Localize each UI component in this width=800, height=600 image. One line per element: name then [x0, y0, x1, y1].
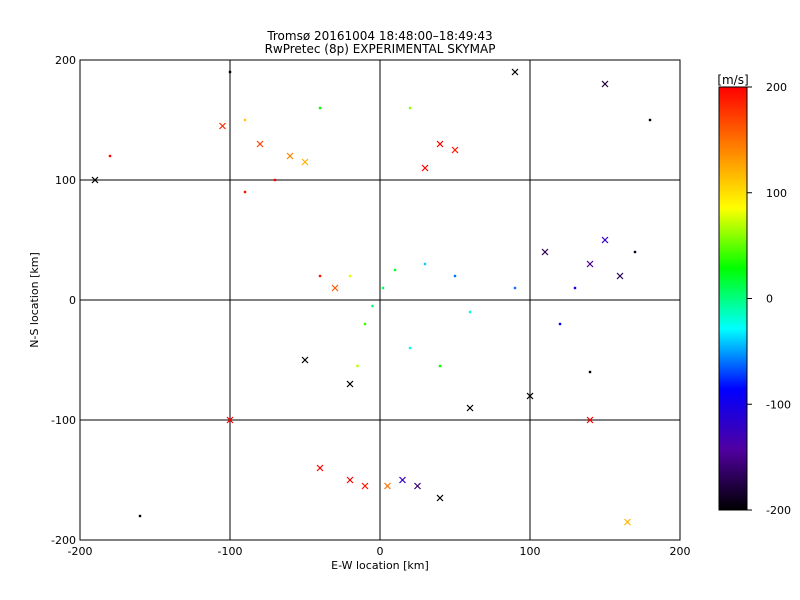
- data-point-x-marker: [541, 248, 549, 256]
- data-point-dot-marker: [243, 118, 247, 122]
- data-point-x-marker: [301, 158, 309, 166]
- data-point-x-marker: [601, 80, 609, 88]
- data-point-x-marker: [361, 482, 369, 490]
- data-point-x-marker: [601, 236, 609, 244]
- data-point-dot-marker: [243, 190, 247, 194]
- data-point-x-marker: [316, 464, 324, 472]
- data-point-dot-marker: [273, 178, 277, 182]
- data-point-x-marker: [624, 518, 631, 526]
- x-tick-label: -100: [218, 545, 243, 558]
- y-tick-label: 200: [55, 54, 76, 67]
- data-point-x-marker: [331, 284, 339, 292]
- colorbar-tick-label: -200: [766, 504, 791, 517]
- chart-title: Tromsø 20161004 18:48:00–18:49:43: [266, 29, 492, 43]
- data-point-dot-marker: [573, 286, 577, 290]
- plot-frame: [79, 59, 681, 541]
- data-point-dot-marker: [138, 514, 142, 518]
- data-point-x-marker: [384, 482, 391, 490]
- data-point-x-marker: [346, 476, 354, 484]
- data-point-dot-marker: [558, 322, 562, 326]
- data-point-x-marker: [286, 152, 294, 160]
- data-point-dot-marker: [468, 310, 472, 314]
- colorbar-tick-label: 200: [766, 81, 787, 94]
- colorbar-tick-label: 100: [766, 187, 787, 200]
- data-points: [91, 68, 652, 526]
- data-point-dot-marker: [381, 286, 385, 290]
- data-point-dot-marker: [438, 364, 442, 368]
- data-point-dot-marker: [633, 250, 637, 254]
- data-point-x-marker: [399, 476, 406, 484]
- data-point-x-marker: [436, 140, 444, 148]
- data-point-x-marker: [511, 68, 519, 76]
- x-tick-label: 0: [377, 545, 384, 558]
- colorbar-ticks: 200 100 0 -100 -200: [747, 81, 791, 517]
- data-point-dot-marker: [453, 274, 457, 278]
- data-point-x-marker: [451, 146, 459, 154]
- data-point-x-marker: [226, 416, 234, 424]
- data-point-dot-marker: [393, 268, 397, 272]
- colorbar-tick-label: -100: [766, 398, 791, 411]
- y-tick-label: 100: [55, 174, 76, 187]
- data-point-x-marker: [301, 356, 309, 364]
- data-point-dot-marker: [356, 364, 359, 368]
- data-point-dot-marker: [408, 346, 412, 350]
- data-point-x-marker: [256, 140, 264, 148]
- data-point-x-marker: [466, 404, 474, 412]
- data-point-dot-marker: [318, 106, 322, 110]
- data-point-dot-marker: [513, 286, 517, 290]
- data-point-dot-marker: [348, 274, 352, 278]
- y-tick-label: 0: [69, 294, 76, 307]
- colorbar-label: [m/s]: [717, 73, 748, 87]
- data-point-x-marker: [616, 272, 624, 280]
- data-point-x-marker: [526, 392, 534, 400]
- data-point-dot-marker: [228, 70, 232, 74]
- data-point-x-marker: [346, 380, 354, 388]
- data-point-dot-marker: [408, 106, 412, 110]
- data-point-x-marker: [586, 260, 594, 268]
- data-point-dot-marker: [318, 274, 322, 278]
- x-axis-label: E-W location [km]: [331, 559, 429, 572]
- data-point-x-marker: [219, 122, 226, 130]
- y-axis-label: N-S location [km]: [28, 252, 41, 348]
- data-point-dot-marker: [423, 262, 427, 266]
- data-point-dot-marker: [108, 154, 112, 158]
- data-point-dot-marker: [588, 370, 592, 374]
- chart-subtitle: RwPretec (8p) EXPERIMENTAL SKYMAP: [265, 42, 496, 56]
- colorbar-tick-label: 0: [766, 293, 773, 306]
- axis-ticks: -200 -100 0 100 200 200 100 0 -100 -200: [51, 54, 690, 558]
- colorbar: [718, 86, 748, 511]
- grid-lines: [80, 60, 680, 540]
- data-point-x-marker: [91, 176, 99, 184]
- data-point-x-marker: [421, 164, 429, 172]
- x-tick-label: 100: [520, 545, 541, 558]
- x-tick-label: -200: [68, 545, 93, 558]
- data-point-x-marker: [436, 494, 444, 502]
- data-point-dot-marker: [648, 118, 652, 122]
- y-tick-label: -100: [51, 414, 76, 427]
- data-point-dot-marker: [371, 304, 374, 308]
- y-tick-label: -200: [51, 534, 76, 547]
- data-point-x-marker: [586, 416, 594, 424]
- x-tick-label: 200: [670, 545, 691, 558]
- data-point-x-marker: [414, 482, 421, 490]
- data-point-dot-marker: [363, 322, 367, 326]
